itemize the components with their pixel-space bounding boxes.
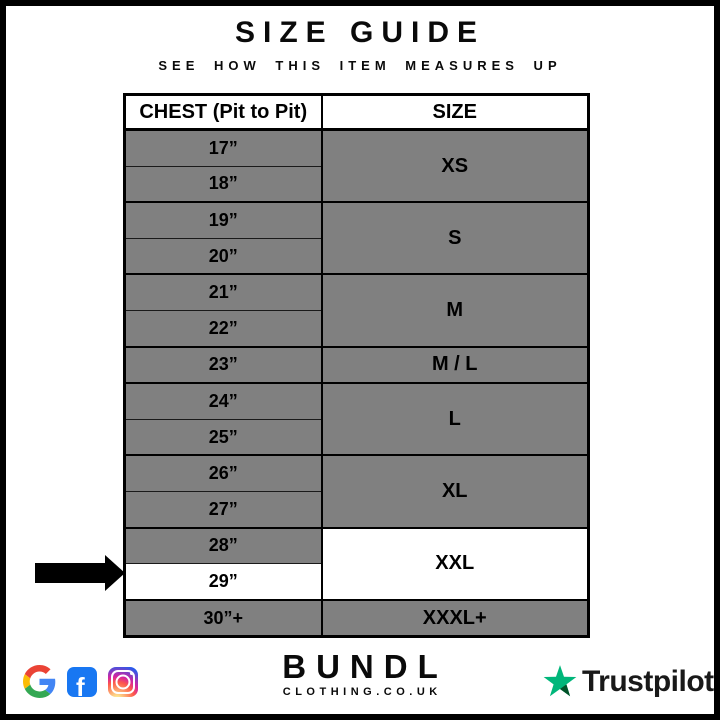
chest-cell: 18” [124,165,322,204]
table-row: 23” M / L [124,346,589,385]
size-table: CHEST (Pit to Pit) SIZE 17” XS 18” 19” S 20” 2… [123,93,590,639]
instagram-lens [115,674,131,689]
table-row: 21” M [124,273,589,348]
brand-domain: CLOTHING.CO.UK [282,686,442,698]
size-cell: L [320,382,589,457]
row-indicator-arrow [35,555,125,591]
table-row: 18” [124,165,589,204]
size-cell: M / L [320,346,589,385]
chest-cell: 23” [124,346,322,385]
chest-cell: 20” [124,237,322,276]
instagram-dot [129,672,133,675]
chest-cell: 17” [124,129,322,167]
trustpilot-label: Trustpilot [582,664,714,698]
arrow-head [105,555,125,591]
page-title: SIZE GUIDE [234,16,486,49]
brand-logo: BUNDL CLOTHING.CO.UK [6,650,714,698]
size-cell: M [320,273,589,348]
size-cell: XL [320,454,589,529]
chest-cell: 24” [124,382,322,420]
table-row: 30”+ XXXL+ [124,599,589,638]
instagram-icon [108,666,138,697]
trustpilot-logo: Trustpilot [542,664,714,699]
facebook-icon: f [67,666,97,697]
chest-cell: 19” [124,201,322,239]
size-cell: S [320,201,589,276]
chest-cell: 26” [124,454,322,492]
chest-cell: 22” [124,309,322,348]
table-row: 24” L [124,382,589,457]
page-subtitle: SEE HOW THIS ITEM MEASURES UP [158,58,562,73]
size-cell: XS [320,129,589,204]
table-row: 20” [124,237,589,276]
chest-cell: 29” [124,563,322,601]
header-row: CHEST (Pit to Pit) SIZE [124,94,589,131]
table-row: 27” [124,490,589,529]
table-row: 25” [124,418,589,457]
chest-cell: 21” [124,273,322,311]
table-row: 17” XS [124,129,589,204]
arrow-shaft [35,563,105,583]
size-table-body: 17” XS 18” 19” S 20” 21” M 22” 23” M / L 24” L 25” 26”… [124,129,589,638]
table-row: 19” S [124,201,589,276]
facebook-glyph: f [76,671,85,697]
size-cell: XXXL+ [320,599,589,638]
column-header-chest: CHEST (Pit to Pit) [124,94,322,131]
column-header-size: SIZE [320,94,589,131]
brand-name: BUNDL [282,648,448,685]
google-icon [23,665,56,698]
chest-cell: 30”+ [124,599,322,638]
table-row: 28” XXL [124,527,589,601]
chest-cell: 25” [124,418,322,457]
social-icons: f [23,665,138,698]
table-row: 22” [124,309,589,348]
chest-cell: 28” [124,527,322,565]
table-row: 26” XL [124,454,589,529]
size-cell: XXL [320,527,589,601]
table-row: 29” [124,563,589,601]
chest-cell: 27” [124,490,322,529]
trustpilot-star-icon [543,665,577,697]
instagram-frame [111,669,135,694]
